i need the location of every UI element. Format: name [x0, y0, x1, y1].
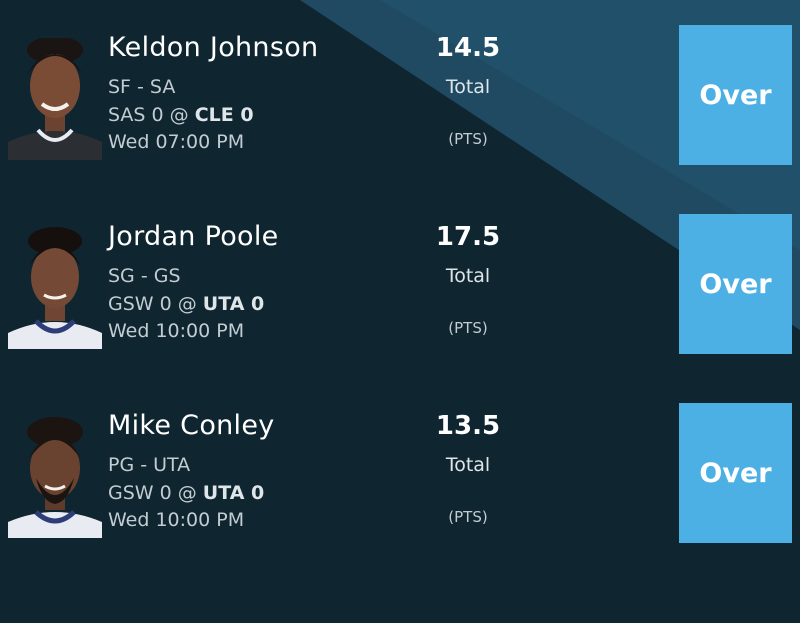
game-time: Wed 07:00 PM	[108, 131, 245, 153]
line-value: 14.5	[435, 33, 501, 63]
at-separator: @	[171, 293, 203, 315]
player-headshot	[8, 416, 102, 538]
stat-unit: (PTS)	[448, 130, 488, 148]
line-label: Total	[445, 76, 491, 98]
game-matchup: GSW 0 @ UTA 0	[108, 482, 264, 504]
player-name: Jordan Poole	[108, 221, 279, 252]
home-team: UTA 0	[202, 293, 265, 315]
at-separator: @	[163, 104, 195, 126]
line-value: 13.5	[435, 411, 501, 441]
player-name: Mike Conley	[108, 410, 275, 441]
over-button[interactable]: Over	[679, 403, 792, 543]
game-time: Wed 10:00 PM	[108, 320, 245, 342]
pick-row: Keldon Johnson SF - SA SAS 0 @ CLE 0 Wed…	[0, 24, 800, 184]
player-name: Keldon Johnson	[108, 32, 319, 63]
away-team: SAS 0	[108, 104, 164, 126]
player-position: SG - GS	[108, 265, 181, 287]
home-team: UTA 0	[202, 482, 265, 504]
home-team: CLE 0	[194, 104, 254, 126]
line-label: Total	[445, 265, 491, 287]
pick-row: Jordan Poole SG - GS GSW 0 @ UTA 0 Wed 1…	[0, 213, 800, 373]
game-matchup: GSW 0 @ UTA 0	[108, 293, 264, 315]
player-position: SF - SA	[108, 76, 176, 98]
over-button[interactable]: Over	[679, 214, 792, 354]
over-button[interactable]: Over	[679, 25, 792, 165]
stat-unit: (PTS)	[448, 319, 488, 337]
line-label: Total	[445, 454, 491, 476]
player-headshot	[8, 227, 102, 349]
stat-unit: (PTS)	[448, 508, 488, 526]
line-value: 17.5	[435, 222, 501, 252]
away-team: GSW 0	[108, 482, 172, 504]
pick-row: Mike Conley PG - UTA GSW 0 @ UTA 0 Wed 1…	[0, 402, 800, 562]
away-team: GSW 0	[108, 293, 172, 315]
at-separator: @	[171, 482, 203, 504]
player-headshot	[8, 38, 102, 160]
game-matchup: SAS 0 @ CLE 0	[108, 104, 254, 126]
game-time: Wed 10:00 PM	[108, 509, 245, 531]
player-position: PG - UTA	[108, 454, 191, 476]
